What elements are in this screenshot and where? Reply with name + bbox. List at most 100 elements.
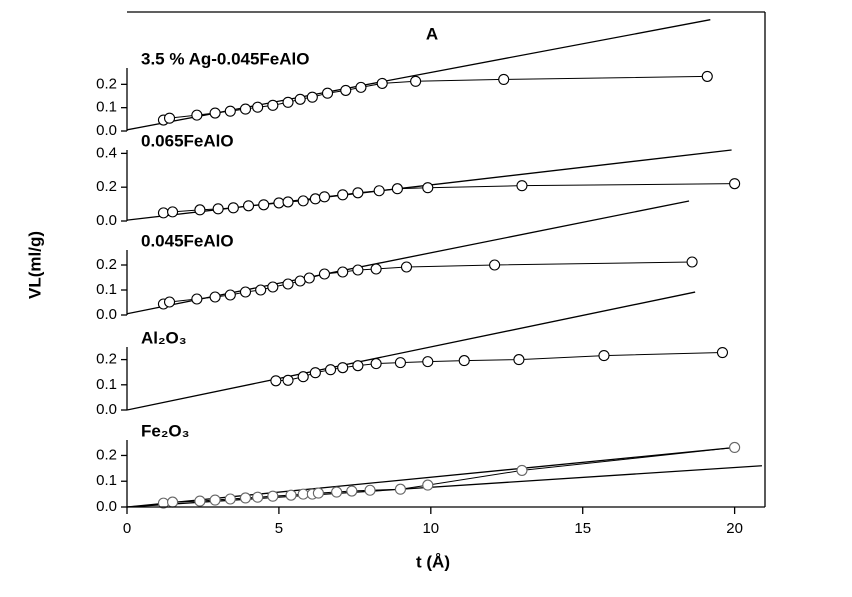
data-point: [370, 358, 382, 370]
data-point: [194, 495, 206, 507]
data-point: [282, 278, 294, 290]
y-tick-label: 0.1: [96, 99, 117, 116]
data-point: [516, 180, 528, 192]
data-point: [391, 183, 403, 195]
data-point: [209, 107, 221, 119]
data-point: [167, 206, 179, 218]
data-point: [352, 187, 364, 199]
fit-line: [126, 465, 763, 508]
panel-label: 0.045FeAlO: [141, 231, 234, 250]
panel-label: Al₂O₃: [141, 328, 187, 347]
data-point: [306, 91, 318, 103]
data-point: [209, 291, 221, 303]
data-point: [267, 281, 279, 293]
data-point: [267, 99, 279, 111]
data-point: [686, 256, 698, 268]
y-tick-label: 0.0: [96, 498, 117, 515]
data-point: [258, 199, 270, 211]
data-point: [352, 264, 364, 276]
data-point: [227, 202, 239, 214]
x-tick-label: 5: [275, 520, 283, 537]
data-point: [422, 356, 434, 368]
data-point: [167, 496, 179, 508]
x-tick-label: 20: [726, 520, 743, 537]
data-point: [373, 185, 385, 197]
data-point: [239, 103, 252, 115]
y-tick-label: 0.1: [96, 281, 117, 298]
data-point: [282, 96, 294, 108]
data-point: [598, 350, 610, 362]
data-point: [321, 87, 334, 99]
data-point: [331, 486, 343, 498]
data-point: [340, 84, 352, 96]
panel-label: 3.5 % Ag-0.045FeAlO: [141, 49, 310, 68]
data-point: [282, 374, 294, 386]
data-point: [394, 357, 406, 369]
data-point: [364, 484, 376, 496]
data-point: [191, 293, 203, 305]
y-tick-label: 0.2: [96, 75, 117, 92]
data-point: [239, 492, 252, 504]
data-point: [239, 286, 252, 298]
data-point: [294, 93, 306, 105]
data-point: [337, 189, 349, 201]
data-point: [285, 489, 297, 501]
data-point: [489, 259, 501, 271]
data-point: [194, 204, 206, 216]
data-point: [270, 375, 282, 387]
data-point: [729, 178, 741, 190]
data-point: [346, 485, 358, 497]
y-tick-label: 0.0: [96, 306, 117, 323]
data-point: [394, 483, 406, 495]
data-point: [209, 494, 221, 506]
y-axis-label: VL(ml/g): [25, 231, 44, 299]
data-point: [337, 266, 349, 278]
data-point: [303, 272, 315, 284]
y-tick-label: 0.1: [96, 376, 117, 393]
data-point: [297, 488, 309, 500]
data-point: [422, 479, 434, 491]
data-point: [212, 203, 224, 215]
data-point: [252, 491, 264, 503]
data-point: [410, 75, 422, 87]
y-tick-label: 0.0: [96, 212, 117, 229]
data-point: [163, 296, 176, 308]
panel-label: Fe₂O₃: [141, 421, 189, 440]
data-point: [224, 105, 236, 117]
data-point: [312, 487, 324, 499]
data-point: [370, 263, 382, 275]
data-point: [224, 289, 236, 301]
data-point: [163, 112, 176, 124]
data-point: [376, 77, 388, 89]
fit-line: [126, 200, 690, 315]
data-point: [318, 268, 331, 280]
data-point: [355, 81, 367, 93]
data-point: [422, 182, 434, 194]
data-point: [337, 362, 349, 374]
data-point: [352, 360, 364, 372]
y-tick-label: 0.2: [96, 446, 117, 463]
data-point: [273, 197, 285, 209]
data-point: [294, 275, 306, 287]
data-point: [191, 109, 203, 121]
data-point: [400, 261, 413, 273]
data-point: [309, 367, 321, 379]
x-tick-label: 10: [422, 520, 439, 537]
data-point: [267, 490, 279, 502]
data-point: [729, 441, 741, 454]
data-point: [157, 207, 170, 219]
data-point: [716, 346, 729, 359]
data-point: [513, 354, 525, 366]
data-point: [701, 70, 713, 82]
chart-title: A: [426, 24, 438, 43]
y-tick-label: 0.2: [96, 178, 117, 195]
data-point: [255, 284, 267, 296]
fit-line: [126, 291, 696, 411]
x-tick-label: 15: [574, 520, 591, 537]
data-point: [516, 464, 528, 476]
data-point: [224, 493, 236, 505]
data-point: [252, 101, 264, 113]
x-axis-label: t (Å): [416, 552, 450, 571]
data-point: [282, 196, 294, 208]
